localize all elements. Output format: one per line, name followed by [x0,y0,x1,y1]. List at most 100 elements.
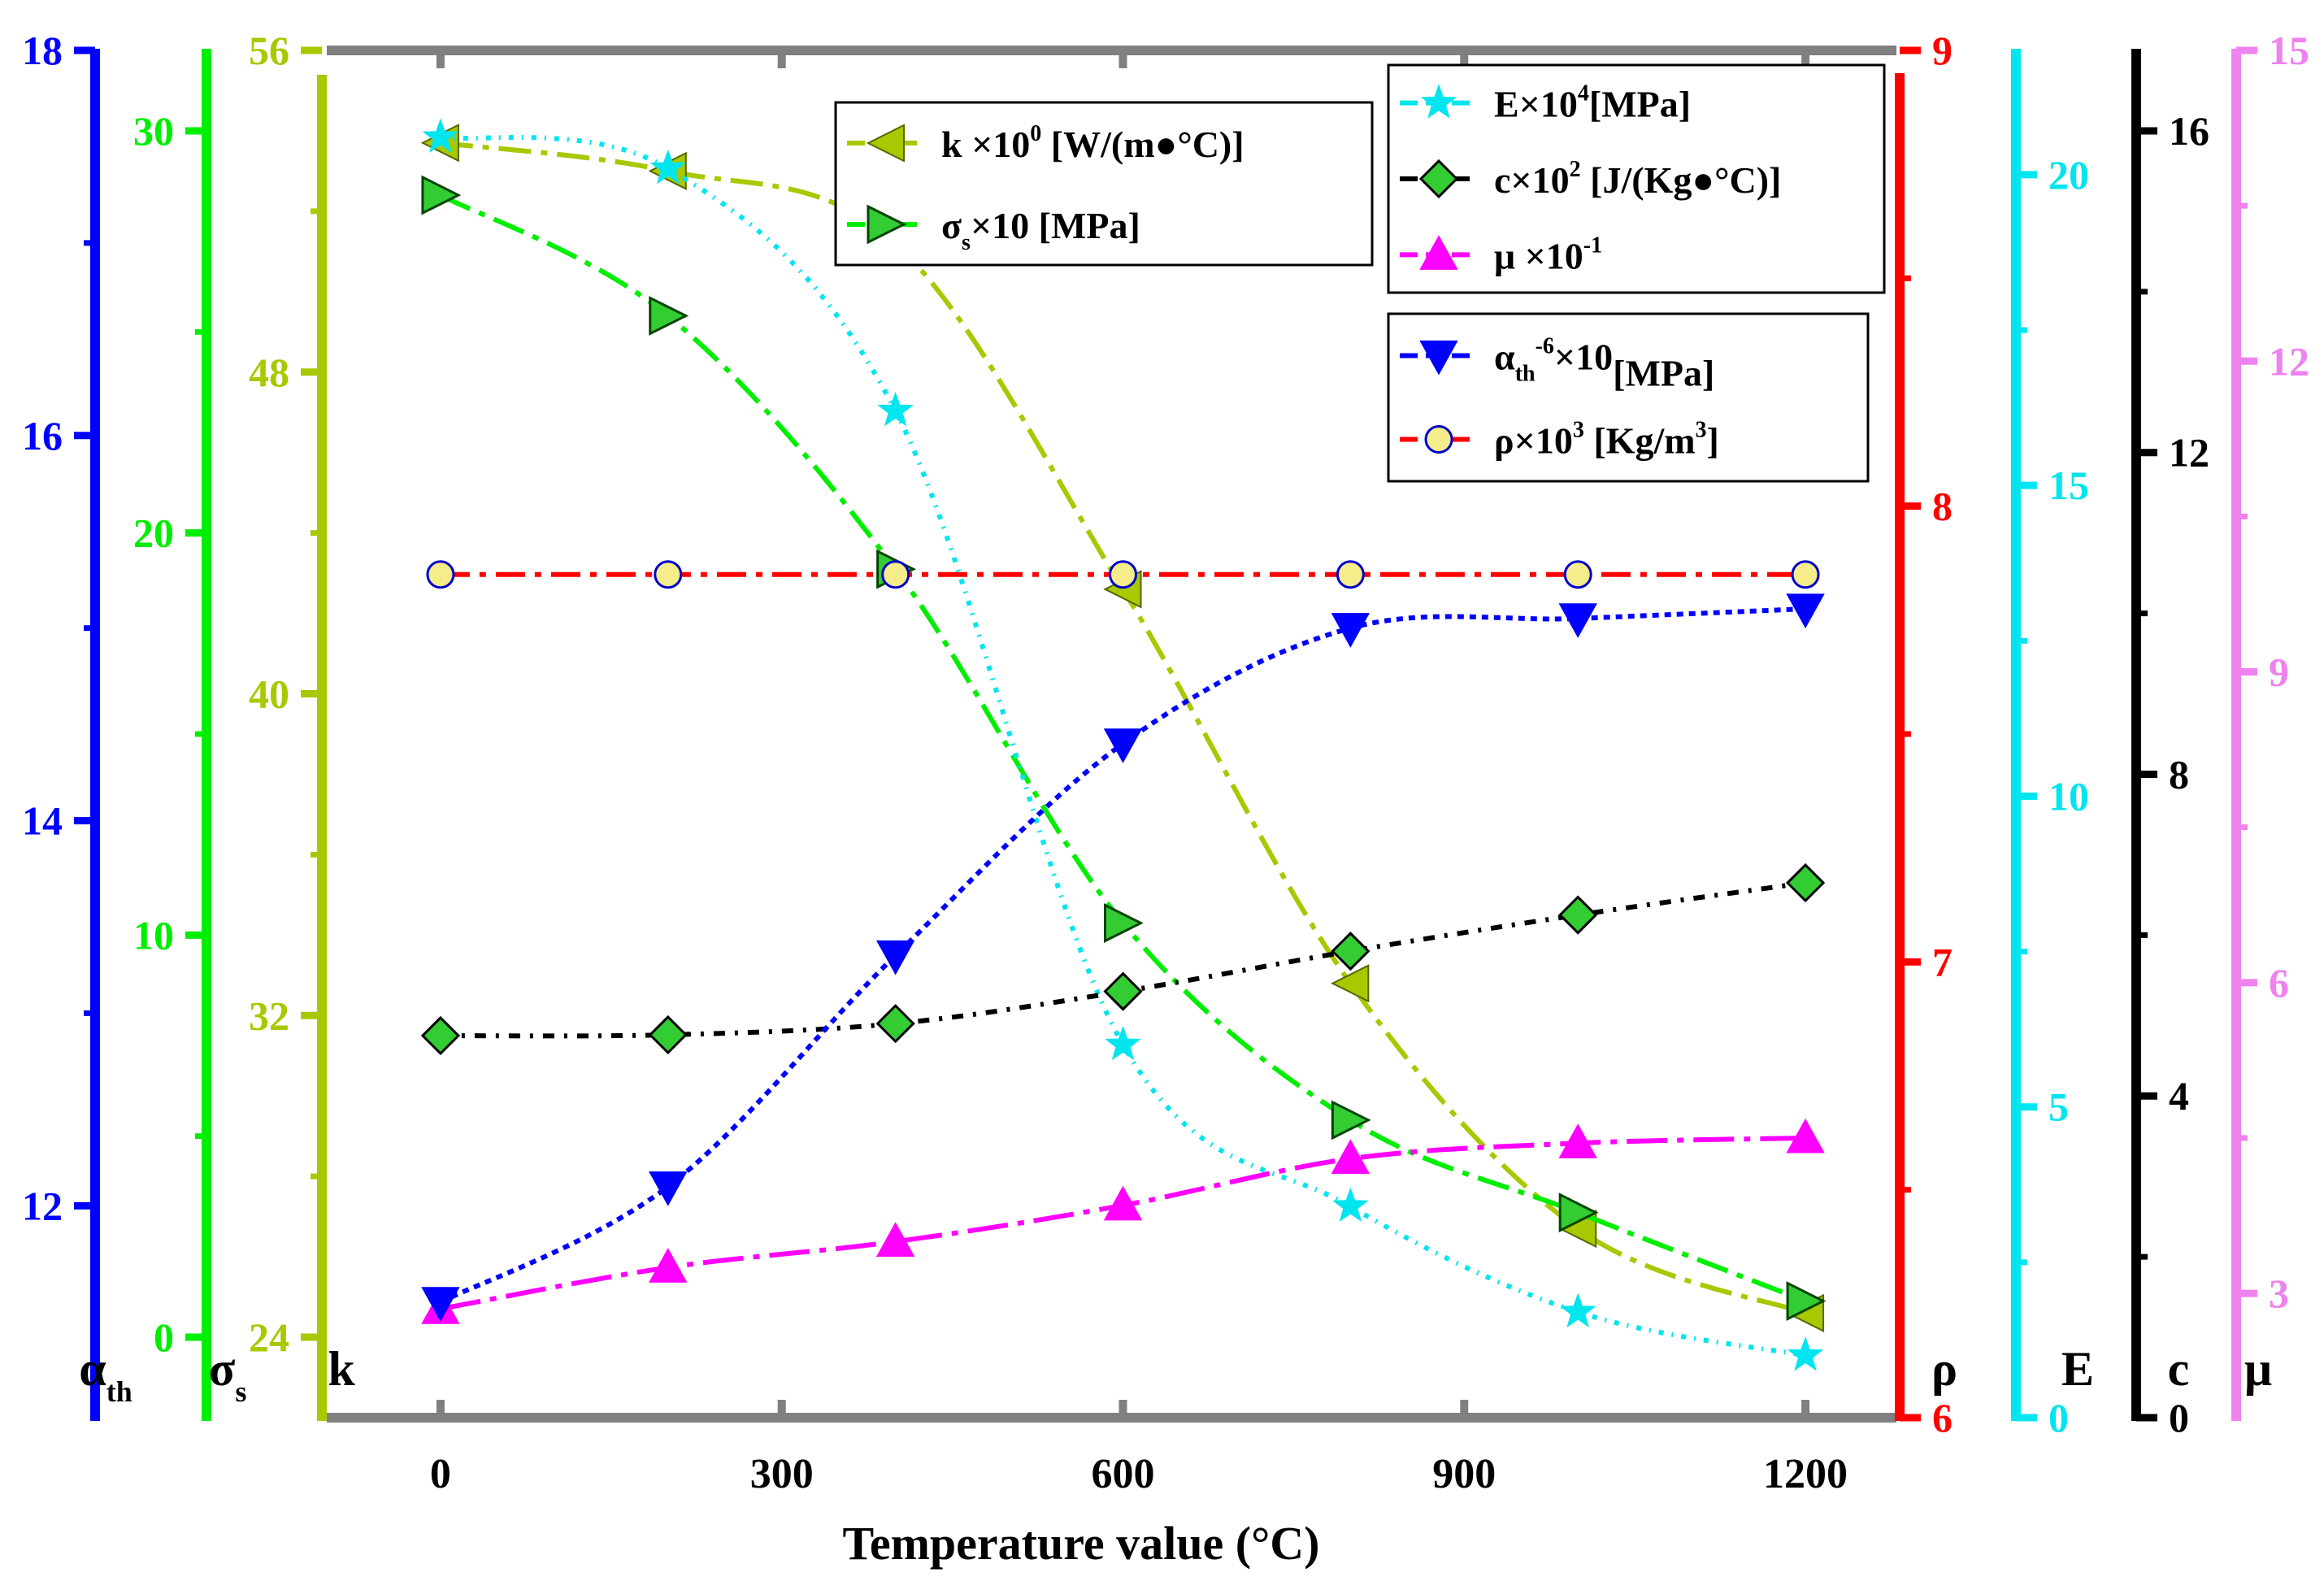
data-point [1786,1281,1827,1321]
data-point [1108,560,1137,589]
axes-layer: 0 300 600 900 120012141618αth0102030σs243240… [22,28,2309,1497]
legend-label: k ×100 [W/(m●°C)] [941,121,1245,165]
y-tick-label-k: 56 [249,28,289,73]
y-axis-E: 0 5 10 15 20 E [2011,49,2094,1440]
y-tick-label-alpha: 16 [22,413,63,458]
y-axis-title-k: k [328,1342,355,1396]
y-tick-label-mu: 12 [2269,338,2309,384]
y-tick-label-E: 20 [2048,152,2089,198]
data-point [1331,613,1371,648]
data-point [1419,235,1458,270]
legend-item-k: k ×100 [W/(m●°C)] [847,121,1245,165]
y-tick-label-sigma: 20 [133,510,174,556]
y-axis-title-c: c [2168,1342,2190,1396]
data-point [1420,84,1457,119]
y-tick-label-rho: 6 [1932,1395,1953,1440]
legend-label: ρ×103 [Kg/m3] [1494,418,1719,462]
data-point [1558,1123,1597,1158]
legend-label: μ ×10-1 [1494,232,1602,276]
data-point [1103,903,1144,943]
legend-item-sigma: σs×10 [MPa] [847,204,1140,255]
data-point [875,1004,915,1044]
y-tick-label-k: 32 [249,993,289,1038]
data-point [420,1015,461,1056]
data-point [422,118,459,154]
y-tick-label-E: 10 [2048,773,2089,819]
data-point [649,1248,688,1283]
y-tick-label-alpha: 12 [22,1183,63,1228]
data-point [1103,971,1143,1011]
legend-label: σs×10 [MPa] [941,205,1140,255]
data-point [426,560,455,589]
legend-label: E×104[MPa] [1494,81,1691,125]
y-tick-label-alpha: 18 [22,28,63,73]
y-tick-label-c: 8 [2169,751,2189,797]
data-point [1103,728,1143,763]
y-axis-sigma: 0 10 20 30 σs [133,49,246,1421]
legend-item-E: E×104[MPa] [1400,81,1691,125]
legend-item-c: c×102 [J/(Kg●°C)] [1400,157,1781,201]
y-tick-label-sigma: 10 [133,912,174,958]
series-c [420,862,1826,1056]
data-point [1331,1139,1371,1175]
data-point [867,204,907,245]
legend-frame [1387,63,1886,294]
data-point [1558,603,1597,638]
data-point [421,175,462,215]
y-tick-label-mu: 15 [2269,28,2309,73]
series-mu [421,1118,1825,1324]
data-point [1331,1100,1371,1140]
data-point [1331,964,1370,1003]
y-tick-label-sigma: 30 [133,108,174,154]
y-tick-label-E: 5 [2048,1084,2069,1130]
data-point [877,391,914,427]
y-tick-label-mu: 3 [2269,1271,2289,1316]
data-point [1424,425,1453,454]
y-tick-label-sigma: 0 [154,1314,174,1360]
legend-frame [834,101,1374,267]
series-line-E [440,135,1806,1358]
y-axis-rho: 6 7 8 9 ρ [1895,28,1957,1440]
legend-label: c×102 [J/(Kg●°C)] [1494,157,1781,201]
legend-box-3: αth-6×10[MPa] ρ×103 [Kg/m3] [1387,312,1870,483]
data-point [881,560,910,589]
y-tick-label-rho: 7 [1932,939,1953,984]
legend-item-alpha: αth-6×10[MPa] [1400,334,1714,394]
legend-item-rho: ρ×103 [Kg/m3] [1400,418,1719,462]
y-tick-label-mu: 6 [2269,960,2289,1006]
data-point [1331,932,1371,971]
data-point [875,1222,915,1257]
y-tick-label-c: 4 [2169,1073,2189,1119]
data-point [1563,560,1592,589]
legend-box-1: k ×100 [W/(m●°C)] σs×10 [MPa] [834,101,1374,267]
data-point [1103,1185,1143,1221]
y-tick-label-c: 12 [2169,430,2209,476]
legend-box-2: E×104[MPa] c×102 [J/(Kg●°C)] μ ×10-1 [1387,63,1886,294]
data-point [654,560,683,589]
data-point [1786,593,1825,629]
legend-frame [1387,312,1870,483]
data-point [1418,159,1459,199]
x-tick-label: 600 [1091,1451,1154,1497]
series-alpha [421,593,1825,1322]
data-point [875,940,915,975]
y-axis-title-mu: μ [2244,1342,2272,1396]
data-point [1786,1118,1825,1153]
y-tick-label-alpha: 14 [22,798,63,844]
legend-layer: k ×100 [W/(m●°C)] σs×10 [MPa] E×104[MPa] c×… [834,63,1886,483]
y-axis-title-E: E [2061,1342,2094,1396]
x-tick-label: 0 [430,1451,451,1497]
data-point [421,1287,460,1322]
legend-label: αth-6×10[MPa] [1494,334,1714,394]
x-tick-label: 1200 [1763,1451,1848,1497]
y-tick-label-k: 40 [249,671,289,717]
data-point [1791,560,1820,589]
y-tick-label-c: 0 [2169,1395,2189,1440]
y-axis-mu: 3 6 9 12 15 μ [2231,28,2309,1421]
data-point [1787,1336,1824,1371]
data-point [649,296,689,336]
data-point [649,1171,688,1206]
data-point [866,124,905,163]
y-tick-label-rho: 8 [1932,484,1953,529]
data-point [1559,1292,1596,1327]
